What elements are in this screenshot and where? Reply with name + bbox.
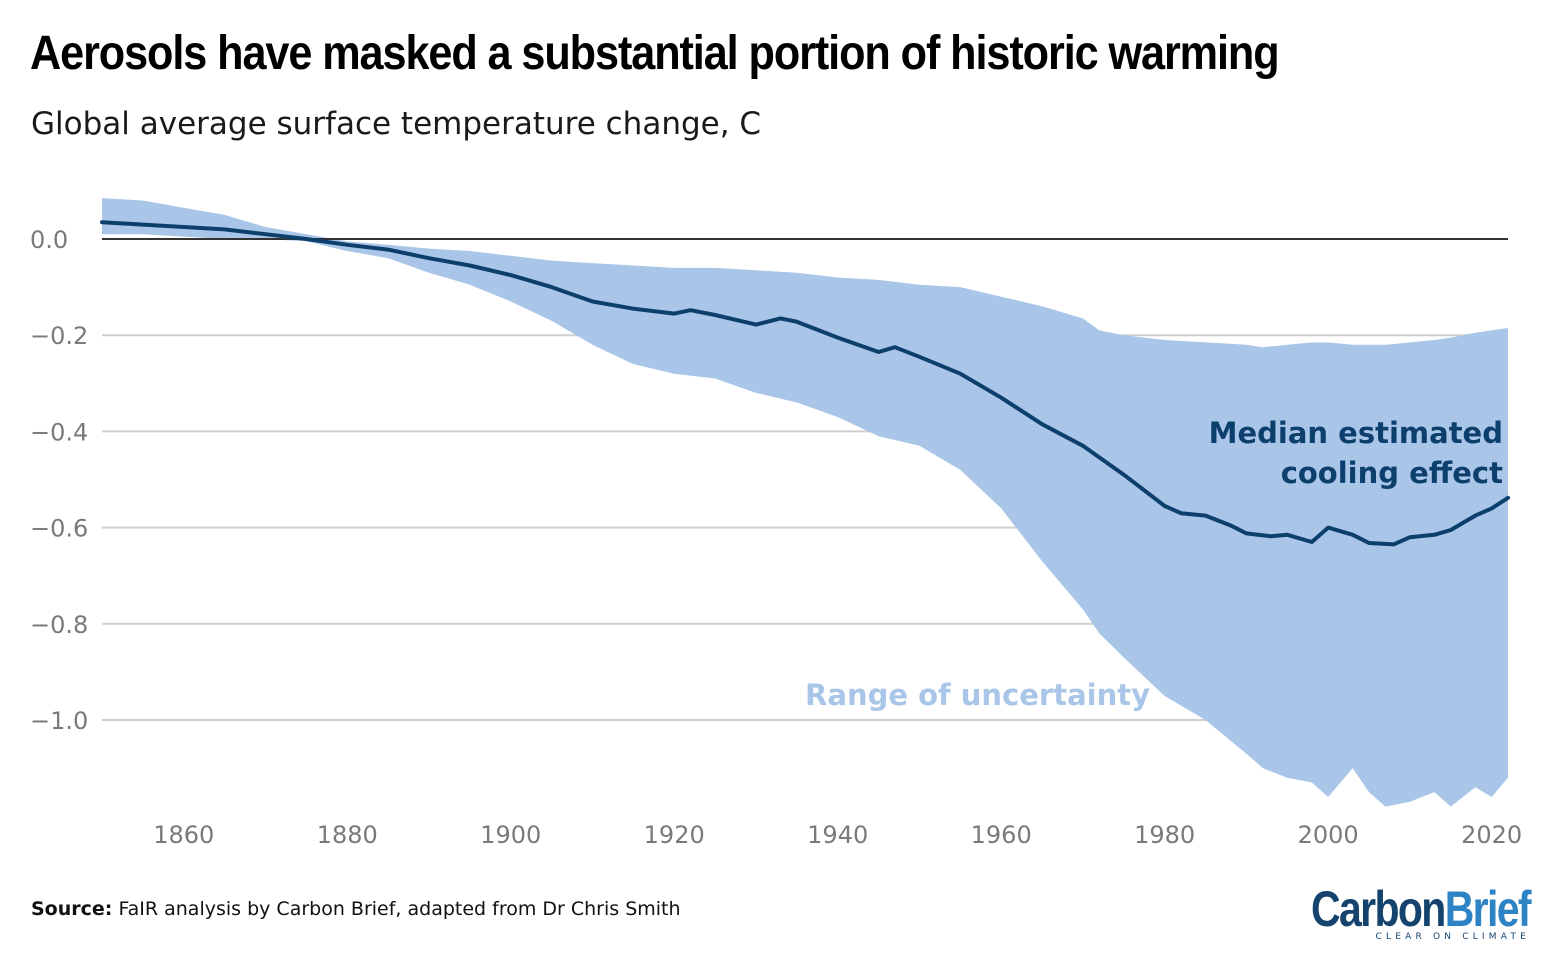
x-tick-label: 1900 [480,821,541,849]
median-annotation-line-1: Median estimated [1209,416,1503,450]
uncertainty-band [102,198,1508,807]
x-tick-label: 1980 [1134,821,1195,849]
logo-wordmark: CarbonBrief [1311,881,1532,937]
x-tick-label: 1920 [644,821,705,849]
source-note: Source: FaIR analysis by Carbon Brief, a… [31,898,681,920]
y-axis-ticks: 0.0 −0.2 −0.4 −0.6 −0.8 −1.0 [30,226,88,735]
uncertainty-band-layer [102,198,1508,807]
x-axis-ticks: 1860 1880 1900 1920 1940 1960 1980 2000 2020 [153,821,1522,849]
x-tick-label: 1960 [971,821,1032,849]
source-label: Source: [31,898,113,920]
x-tick-label: 2000 [1298,821,1359,849]
y-tick-label: −0.2 [30,322,88,350]
x-tick-label: 1880 [317,821,378,849]
median-annotation-line-2: cooling effect [1281,456,1503,490]
annotations: Median estimated cooling effect Range of… [805,416,1503,712]
y-tick-label: −0.8 [30,611,88,639]
uncertainty-annotation: Range of uncertainty [805,678,1150,712]
y-tick-label: −0.4 [30,418,88,446]
x-tick-label: 2020 [1461,821,1522,849]
source-text: FaIR analysis by Carbon Brief, adapted f… [118,898,681,920]
logo-carbon: Carbon [1311,881,1446,937]
carbon-brief-logo: CarbonBrief CLEAR ON CLIMATE [1263,881,1532,942]
logo-tagline: CLEAR ON CLIMATE [1375,932,1530,942]
x-tick-label: 1940 [807,821,868,849]
median-line-layer [100,220,1510,547]
chart-subtitle: Global average surface temperature chang… [31,106,762,142]
x-tick-label: 1860 [153,821,214,849]
logo-brief: Brief [1444,881,1532,937]
y-tick-label: 0.0 [30,226,68,254]
y-tick-label: −1.0 [30,707,88,735]
y-tick-label: −0.6 [30,515,88,543]
chart-title: Aerosols have masked a substantial porti… [30,27,1280,80]
median-line [100,220,1510,547]
chart-plot: 0.0 −0.2 −0.4 −0.6 −0.8 −1.0 1860 1880 1900 1920… [30,198,1522,849]
